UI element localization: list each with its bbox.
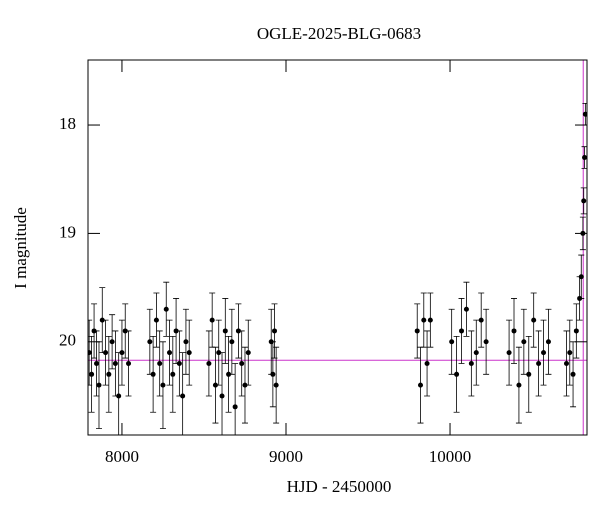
data-point	[153, 317, 159, 323]
data-point	[424, 360, 430, 366]
data-point	[94, 360, 100, 366]
y-tick-label: 18	[59, 114, 76, 133]
data-point	[270, 371, 276, 377]
y-tick-label: 20	[59, 331, 76, 350]
data-point	[150, 371, 156, 377]
data-point	[173, 328, 179, 334]
data-point	[209, 317, 215, 323]
data-point	[222, 328, 228, 334]
data-point	[582, 155, 587, 161]
data-point	[239, 360, 245, 366]
data-point	[119, 350, 125, 356]
data-point	[421, 317, 427, 323]
data-point	[157, 360, 163, 366]
data-point	[427, 317, 433, 323]
data-point	[478, 317, 484, 323]
data-point	[89, 371, 95, 377]
data-point	[88, 350, 92, 356]
data-point	[216, 350, 222, 356]
data-point	[468, 360, 474, 366]
data-point	[526, 371, 532, 377]
data-point	[506, 350, 512, 356]
data-point	[545, 339, 551, 345]
data-point	[116, 393, 122, 399]
data-point	[96, 382, 102, 388]
data-point	[563, 360, 569, 366]
y-tick-label: 19	[59, 222, 76, 241]
data-point	[176, 360, 182, 366]
data-point	[226, 371, 232, 377]
data-point	[582, 111, 587, 117]
x-tick-label: 9000	[269, 447, 303, 466]
data-point	[103, 350, 109, 356]
data-point	[570, 371, 576, 377]
data-point	[235, 328, 241, 334]
data-point	[273, 382, 279, 388]
data-point	[511, 328, 517, 334]
data-point	[454, 371, 460, 377]
data-point	[109, 339, 115, 345]
data-point	[245, 350, 251, 356]
data-point	[581, 198, 587, 204]
data-point	[578, 274, 584, 280]
data-point	[521, 339, 527, 345]
data-point	[167, 350, 173, 356]
data-point	[459, 328, 465, 334]
x-tick-label: 8000	[105, 447, 139, 466]
data-point	[206, 360, 212, 366]
data-point	[449, 339, 455, 345]
data-point	[112, 360, 118, 366]
data-point	[126, 360, 132, 366]
data-point	[516, 382, 522, 388]
data-point	[183, 339, 189, 345]
data-point	[418, 382, 424, 388]
plot-frame	[87, 59, 588, 436]
data-point	[232, 404, 238, 410]
data-point	[536, 360, 542, 366]
data-point	[186, 350, 192, 356]
data-point	[122, 328, 128, 334]
plot-area	[88, 60, 587, 435]
data-point	[106, 371, 112, 377]
data-point	[567, 350, 573, 356]
data-point	[99, 317, 105, 323]
data-point	[212, 382, 218, 388]
data-point	[272, 328, 278, 334]
data-point	[170, 371, 176, 377]
data-point	[160, 382, 166, 388]
data-point	[483, 339, 489, 345]
data-point	[473, 350, 479, 356]
data-point	[414, 328, 420, 334]
data-point	[463, 306, 469, 312]
data-point	[242, 382, 248, 388]
data-point	[180, 393, 186, 399]
x-tick-label: 10000	[429, 447, 472, 466]
chart-title: OGLE-2025-BLG-0683	[257, 24, 421, 43]
data-point	[573, 328, 579, 334]
data-point	[163, 306, 169, 312]
data-point	[541, 350, 547, 356]
data-point	[531, 317, 537, 323]
data-point	[147, 339, 153, 345]
data-point	[229, 339, 235, 345]
data-point	[219, 393, 225, 399]
y-axis-label: I magnitude	[11, 207, 30, 289]
x-axis-label: HJD - 2450000	[287, 477, 392, 496]
